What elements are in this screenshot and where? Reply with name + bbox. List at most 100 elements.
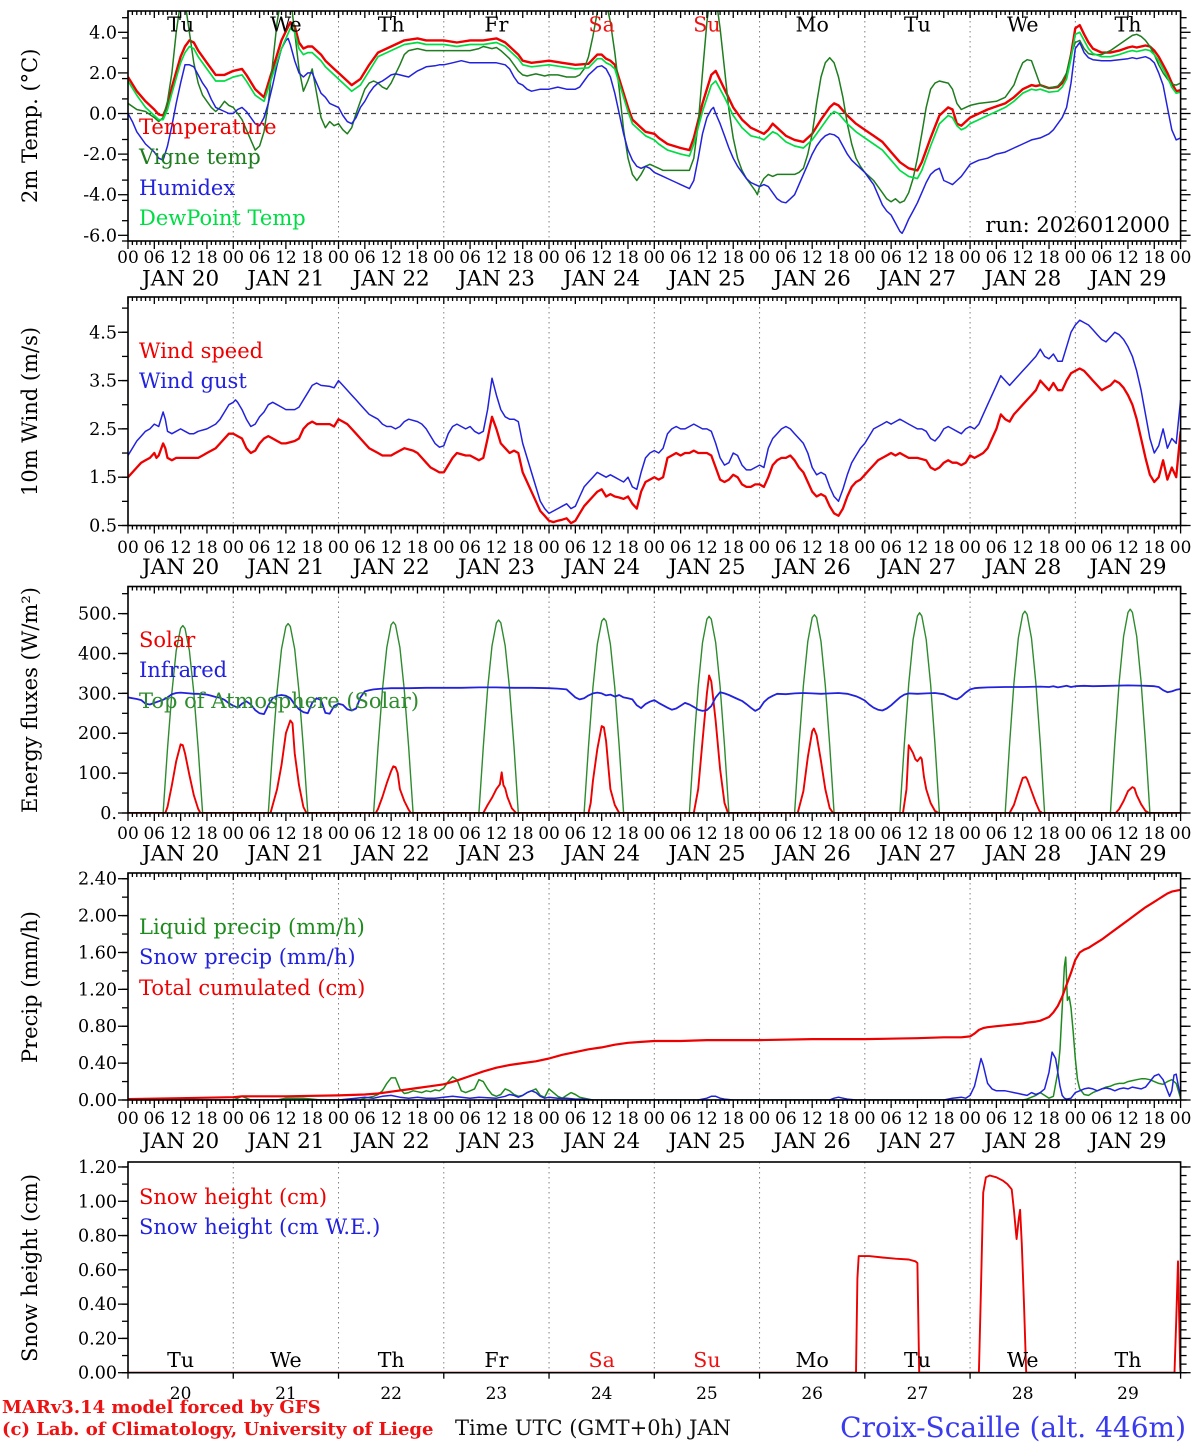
svg-text:Tu: Tu <box>167 1348 194 1372</box>
svg-text:0.00: 0.00 <box>78 1364 117 1384</box>
svg-text:-4.0: -4.0 <box>83 186 117 206</box>
svg-text:18: 18 <box>196 1109 218 1129</box>
svg-text:06: 06 <box>354 538 376 558</box>
svg-text:06: 06 <box>1091 538 1113 558</box>
svg-text:0.60: 0.60 <box>78 1261 117 1281</box>
svg-text:12: 12 <box>380 824 402 844</box>
svg-text:25: 25 <box>696 1384 718 1404</box>
svg-text:100.: 100. <box>78 764 117 784</box>
svg-text:00: 00 <box>328 1109 350 1129</box>
svg-text:00: 00 <box>854 248 876 268</box>
panel-3-ytick-labels: 0.00 0.40 0.80 1.20 1.60 2.00 2.40 <box>78 870 117 1111</box>
svg-text:22: 22 <box>380 1384 402 1404</box>
legend-item-wind-gust: Wind gust <box>139 369 247 394</box>
legend-wind: Wind speed Wind gust <box>139 336 263 397</box>
svg-text:18: 18 <box>301 538 323 558</box>
svg-text:12: 12 <box>170 1109 192 1129</box>
svg-text:12: 12 <box>1117 1109 1139 1129</box>
svg-text:21: 21 <box>275 1384 297 1404</box>
svg-text:12: 12 <box>801 538 823 558</box>
svg-text:00: 00 <box>643 538 665 558</box>
svg-text:24: 24 <box>591 1384 613 1404</box>
svg-text:00: 00 <box>117 538 139 558</box>
svg-text:JAN 24: JAN 24 <box>561 1129 640 1154</box>
svg-text:06: 06 <box>775 538 797 558</box>
svg-text:2.00: 2.00 <box>78 907 117 927</box>
svg-text:Th: Th <box>378 1348 405 1372</box>
svg-text:23: 23 <box>486 1384 508 1404</box>
svg-text:Th: Th <box>1115 1348 1142 1372</box>
svg-text:18: 18 <box>407 824 429 844</box>
svg-text:00: 00 <box>328 824 350 844</box>
svg-text:18: 18 <box>1038 824 1060 844</box>
svg-text:18: 18 <box>1143 538 1165 558</box>
svg-text:12: 12 <box>1117 248 1139 268</box>
svg-text:06: 06 <box>249 538 271 558</box>
svg-text:06: 06 <box>880 248 902 268</box>
svg-text:4.5: 4.5 <box>89 323 117 343</box>
svg-text:12: 12 <box>1117 824 1139 844</box>
svg-text:JAN 27: JAN 27 <box>877 1129 956 1154</box>
svg-text:06: 06 <box>880 824 902 844</box>
svg-text:We: We <box>1007 1348 1039 1372</box>
svg-text:26: 26 <box>801 1384 823 1404</box>
panel-4-xtick-labels: 20 21 22 23 24 25 26 27 28 29 <box>170 1384 1139 1404</box>
svg-text:00: 00 <box>749 538 771 558</box>
svg-text:12: 12 <box>275 248 297 268</box>
svg-text:18: 18 <box>512 248 534 268</box>
panel-4-ytick-labels: 0.00 0.20 0.40 0.60 0.80 1.00 1.20 <box>78 1158 117 1384</box>
y-axis-label-snow: Snow height (cm) <box>18 1173 42 1362</box>
svg-text:JAN 26: JAN 26 <box>772 842 851 867</box>
model-credit: MARv3.14 model forced by GFS <box>2 1397 321 1418</box>
svg-text:18: 18 <box>1038 538 1060 558</box>
svg-text:1.5: 1.5 <box>89 468 117 488</box>
legend-item-snow-height: Snow height (cm) <box>139 1185 328 1209</box>
svg-text:18: 18 <box>301 824 323 844</box>
svg-text:12: 12 <box>380 538 402 558</box>
svg-text:06: 06 <box>1091 248 1113 268</box>
legend-item-liquid-precip: Liquid precip (mm/h) <box>139 915 365 939</box>
panel-4: 0.00 0.20 0.40 0.60 0.80 1.00 1.20 20 21 22 23 24 25… <box>78 1158 1191 1404</box>
svg-text:00: 00 <box>1065 824 1087 844</box>
svg-text:JAN 24: JAN 24 <box>561 842 640 867</box>
svg-text:18: 18 <box>1038 248 1060 268</box>
svg-text:06: 06 <box>986 248 1008 268</box>
svg-text:JAN 25: JAN 25 <box>666 555 745 580</box>
svg-text:06: 06 <box>670 538 692 558</box>
svg-text:JAN 23: JAN 23 <box>456 555 535 580</box>
panel-4-ticks <box>118 1166 1191 1379</box>
svg-text:00: 00 <box>538 1109 560 1129</box>
svg-text:12: 12 <box>591 824 613 844</box>
svg-text:18: 18 <box>301 248 323 268</box>
svg-text:18: 18 <box>828 824 850 844</box>
svg-text:00: 00 <box>1065 538 1087 558</box>
series-top-of-atmosphere-solar- <box>128 608 1181 813</box>
svg-text:18: 18 <box>933 1109 955 1129</box>
legend-item-temperature: Temperature <box>139 115 277 139</box>
svg-text:18: 18 <box>1038 1109 1060 1129</box>
svg-text:JAN 21: JAN 21 <box>245 555 324 580</box>
panel-4-day-names: Tu We Th Fr Sa Su Mo Tu We Th <box>167 1348 1141 1372</box>
svg-text:Fr: Fr <box>484 1348 508 1372</box>
legend-item-total-cumulated: Total cumulated (cm) <box>139 975 366 1000</box>
svg-text:12: 12 <box>801 824 823 844</box>
svg-text:00: 00 <box>1170 248 1192 268</box>
svg-text:06: 06 <box>459 1109 481 1129</box>
series-dewpoint-temp <box>128 27 1181 180</box>
svg-text:JAN 21: JAN 21 <box>245 842 324 867</box>
svg-text:18: 18 <box>933 538 955 558</box>
svg-text:JAN 20: JAN 20 <box>140 267 219 292</box>
svg-text:27: 27 <box>907 1384 929 1404</box>
svg-text:JAN 26: JAN 26 <box>772 267 851 292</box>
svg-text:00: 00 <box>328 248 350 268</box>
svg-text:12: 12 <box>801 248 823 268</box>
svg-text:Sa: Sa <box>589 13 615 37</box>
svg-text:06: 06 <box>775 248 797 268</box>
svg-text:06: 06 <box>565 248 587 268</box>
legend-item-solar: Solar <box>139 628 196 652</box>
svg-text:06: 06 <box>565 824 587 844</box>
svg-text:18: 18 <box>828 538 850 558</box>
y-axis-label-wind: 10m Wind (m/s) <box>18 326 42 497</box>
svg-text:18: 18 <box>512 1109 534 1129</box>
